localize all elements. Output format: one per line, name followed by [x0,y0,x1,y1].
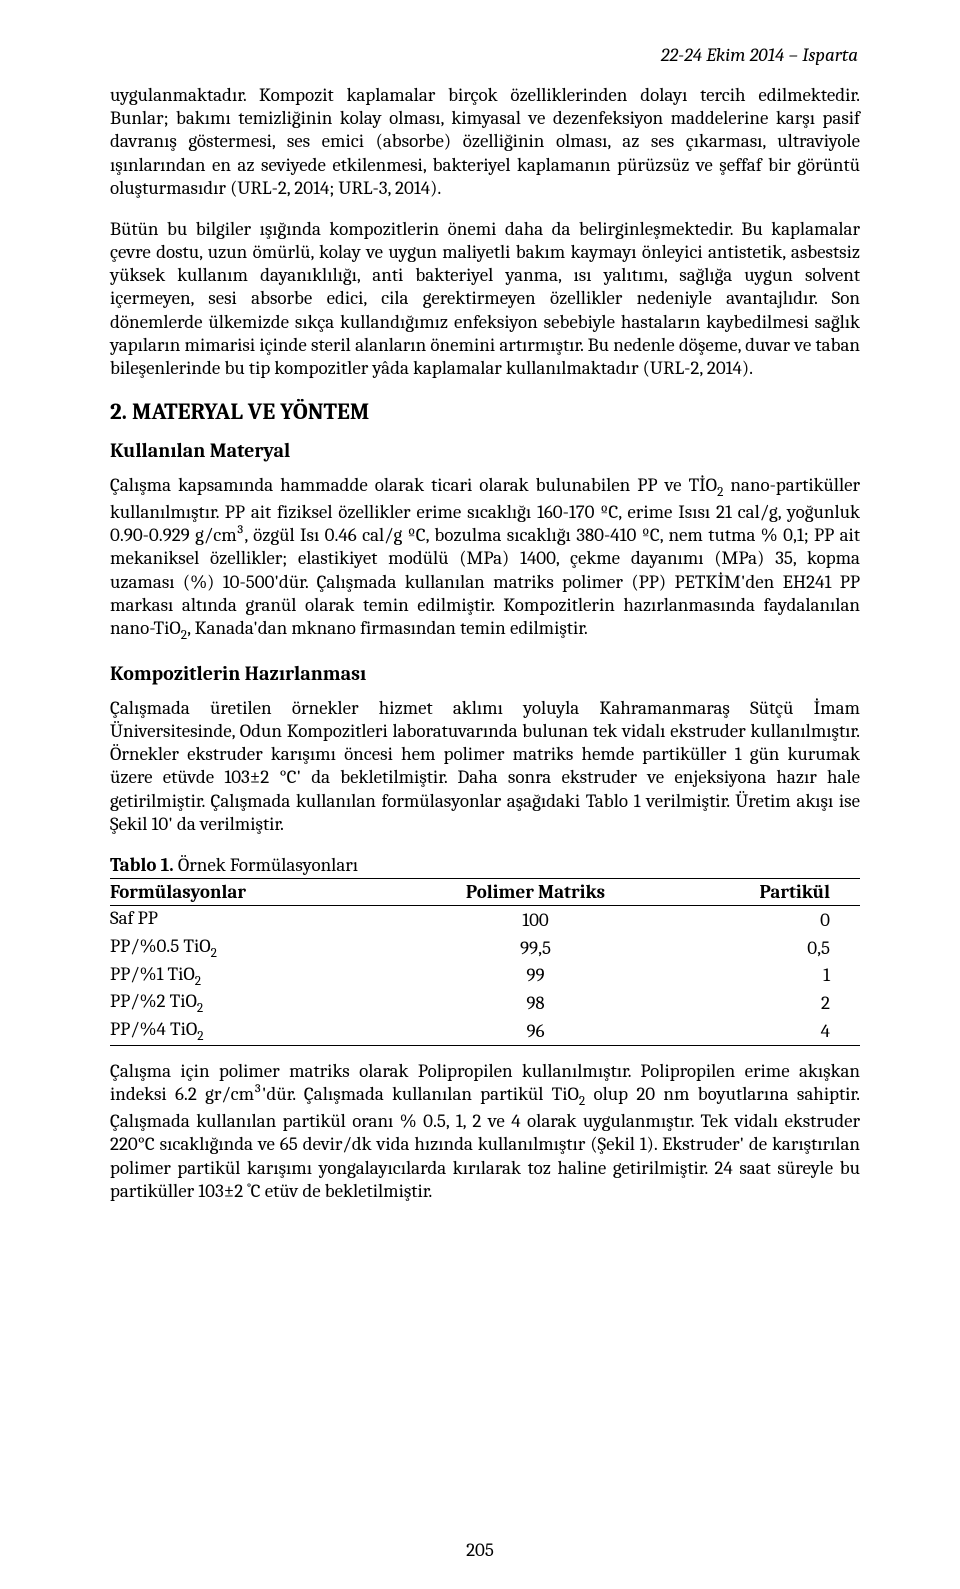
table-row: Saf PP 100 0 [110,905,860,933]
cell-formul: PP/%0.5 TiO2 [110,934,425,962]
cell-formul-text: Saf PP [110,907,158,929]
heading-kompozitlerin-hazirlanmasi: Kompozitlerin Hazırlanması [110,662,860,685]
table-caption-rest: Örnek Formülasyonları [174,854,358,876]
table-row: PP/%1 TiO2 99 1 [110,962,860,990]
cell-pk: 1 [650,962,860,990]
cell-formul-sub: 2 [197,1029,203,1044]
table-header-row: Formülasyonlar Polimer Matriks Partikül [110,878,860,905]
p3-text-pre: Çalışma kapsamında hammadde olarak ticar… [110,474,717,496]
paragraph-5: Çalışma için polimer matriks olarak Poli… [110,1060,860,1203]
th-partikul: Partikül [650,878,860,905]
p3-text-tail: , Kanada'dan mknano firmasından temin ed… [187,617,588,639]
table-caption-bold: Tablo 1. [110,854,174,876]
th-polimer-matriks: Polimer Matriks [425,878,650,905]
cell-pk: 0 [650,905,860,933]
cell-formul-text: PP/%2 TiO [110,990,197,1012]
cell-formul-text: PP/%1 TiO [110,963,195,985]
cell-pm: 96 [425,1017,650,1045]
paragraph-1: uygulanmaktadır. Kompozit kaplamalar bir… [110,84,860,200]
cell-formul-text: PP/%0.5 TiO [110,935,211,957]
table-row: PP/%4 TiO2 96 4 [110,1017,860,1045]
table-row: PP/%0.5 TiO2 99,5 0,5 [110,934,860,962]
heading-kullanilan-materyal: Kullanılan Materyal [110,439,860,462]
table-formulasyonlar: Formülasyonlar Polimer Matriks Partikül … [110,878,860,1046]
th-formulasyonlar: Formülasyonlar [110,878,425,905]
cell-pk: 4 [650,1017,860,1045]
cell-pm: 98 [425,989,650,1017]
paragraph-4: Çalışmada üretilen örnekler hizmet aklım… [110,697,860,836]
paragraph-3: Çalışma kapsamında hammadde olarak ticar… [110,474,860,644]
cell-pk: 2 [650,989,860,1017]
cell-formul: PP/%4 TiO2 [110,1017,425,1045]
table-row: PP/%2 TiO2 98 2 [110,989,860,1017]
cell-formul-text: PP/%4 TiO [110,1018,197,1040]
cell-formul: PP/%1 TiO2 [110,962,425,990]
table-caption: Tablo 1. Örnek Formülasyonları [110,854,860,876]
cell-formul: Saf PP [110,905,425,933]
cell-pk: 0,5 [650,934,860,962]
cell-formul-sub: 2 [195,973,201,988]
page-container: 22-24 Ekim 2014 – Isparta uygulanmaktadı… [0,0,960,1589]
cell-formul: PP/%2 TiO2 [110,989,425,1017]
cell-formul-sub: 2 [197,1001,203,1016]
cell-pm: 99 [425,962,650,990]
cell-formul-sub: 2 [211,946,217,961]
header-date-place: 22-24 Ekim 2014 – Isparta [110,44,860,66]
cell-pm: 99,5 [425,934,650,962]
page-number: 205 [0,1539,960,1561]
p3-text-post: nano-partiküller kullanılmıştır. PP ait … [110,474,860,639]
paragraph-2: Bütün bu bilgiler ışığında kompozitlerin… [110,218,860,380]
heading-materyal-yontem: 2. MATERYAL VE YÖNTEM [110,398,860,425]
cell-pm: 100 [425,905,650,933]
